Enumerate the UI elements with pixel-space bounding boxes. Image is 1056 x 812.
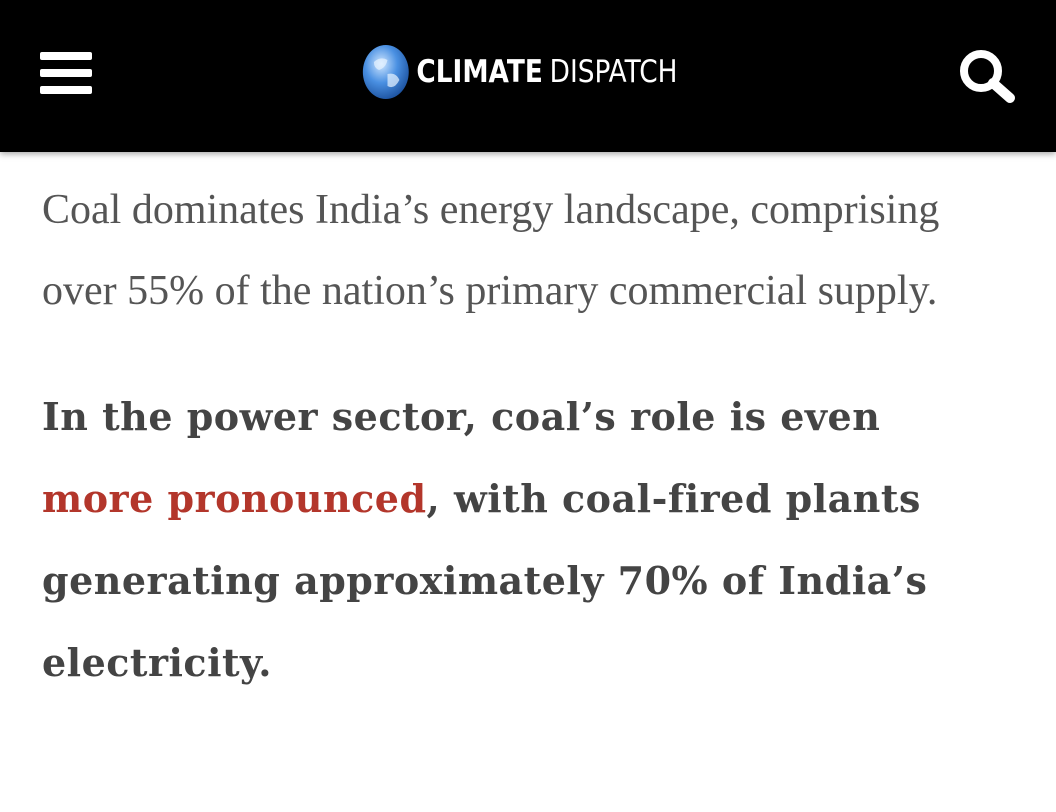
link[interactable]: more pronounced <box>42 476 427 521</box>
article-body: Coal dominates India’s energy landscape,… <box>42 170 972 704</box>
paragraph: In the power sector, coal’s role is even… <box>42 376 972 704</box>
text: In the power sector, coal’s role is even <box>42 394 881 439</box>
menu-button[interactable] <box>40 52 92 94</box>
paragraph: Coal dominates India’s energy landscape,… <box>42 187 940 314</box>
logo-globe <box>362 45 409 99</box>
text: , with coal-fired plants generating appr… <box>42 476 928 685</box>
search-button[interactable] <box>958 48 1018 104</box>
logo-text: DISPATCH <box>549 54 678 90</box>
site-header: CLIMATE DISPATCH <box>0 0 1056 152</box>
logo-text-bold: CLIMATE <box>416 54 543 90</box>
site-logo[interactable]: CLIMATE DISPATCH <box>362 44 677 100</box>
